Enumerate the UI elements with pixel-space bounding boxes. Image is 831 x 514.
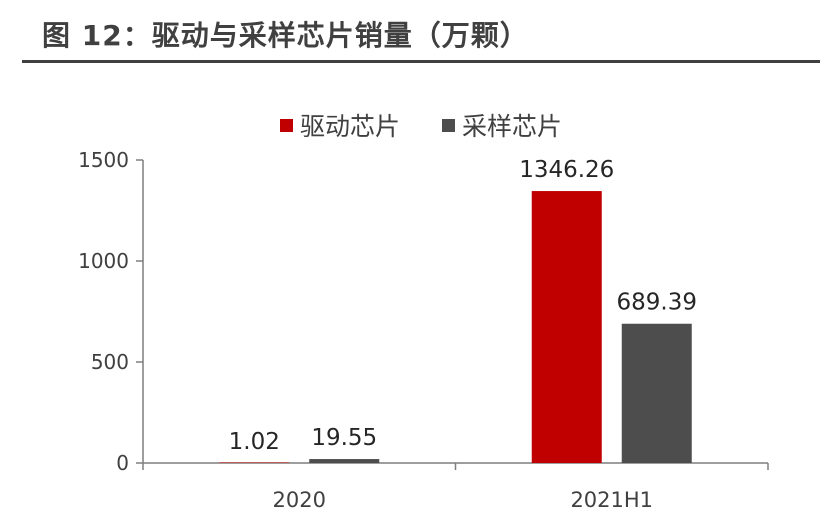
data-labels: 1.02 19.55 1346.26 689.39 [229, 157, 697, 455]
legend-swatch [280, 119, 293, 132]
legend-label: 驱动芯片 [300, 112, 400, 141]
y-tick-label: 1000 [78, 249, 129, 273]
bar-drive-chip [219, 462, 290, 463]
y-tick-label: 1500 [78, 148, 129, 172]
data-label: 19.55 [311, 425, 377, 451]
y-tick-label: 500 [91, 350, 129, 374]
x-category-labels: 2020 2021H1 [142, 463, 769, 512]
title-underline [22, 60, 820, 63]
data-label: 1346.26 [519, 157, 614, 183]
bar-sampling-chip [621, 323, 692, 463]
data-label: 689.39 [617, 290, 697, 316]
legend-label: 采样芯片 [462, 112, 562, 141]
y-ticks: 0 500 1000 1500 [78, 148, 143, 475]
legend: 驱动芯片 采样芯片 [280, 112, 562, 141]
bar-sampling-chip [309, 459, 380, 463]
data-label: 1.02 [229, 429, 280, 455]
y-tick-label: 0 [116, 451, 129, 475]
figure-title: 图 12：驱动与采样芯片销量（万颗） [42, 19, 529, 52]
legend-swatch [442, 119, 455, 132]
bars [219, 191, 692, 463]
bar-drive-chip [531, 191, 602, 463]
x-category-label: 2020 [273, 488, 326, 512]
x-category-label: 2021H1 [570, 488, 653, 512]
